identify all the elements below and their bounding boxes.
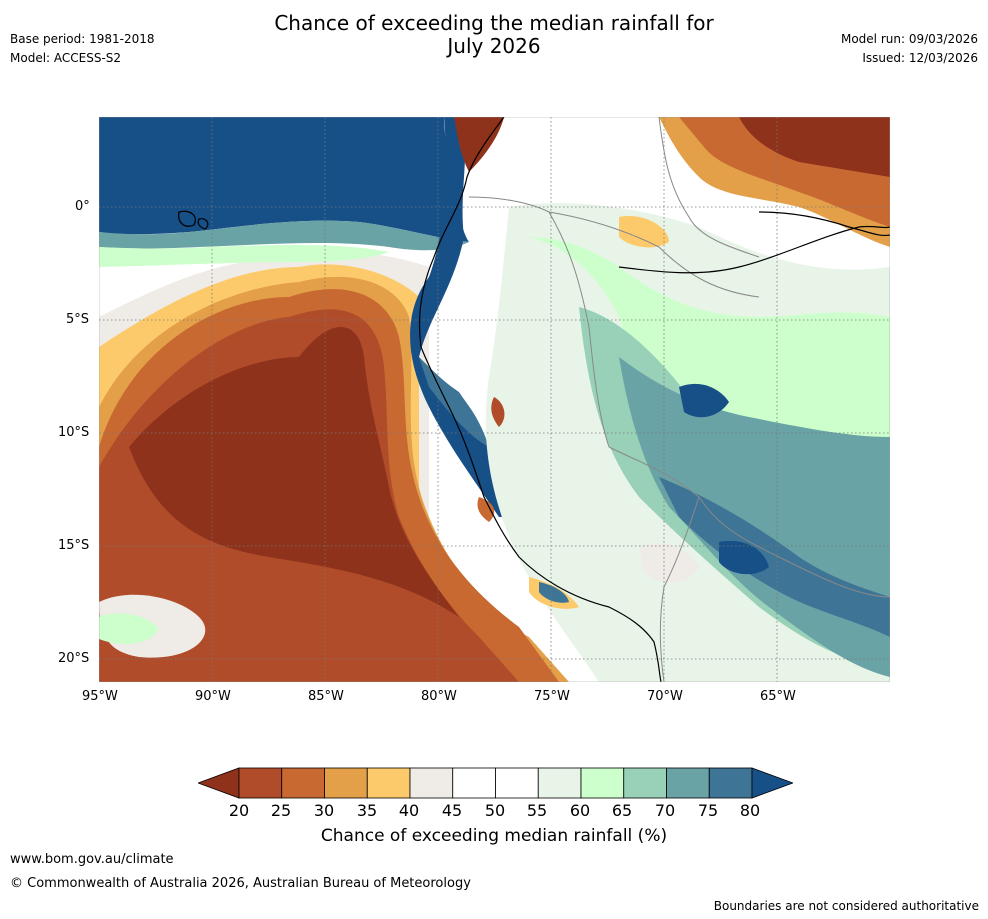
lat-tick-0: 0°: [75, 199, 90, 214]
colorbar-tick: 25: [270, 801, 292, 820]
rainfall-map: [99, 117, 890, 682]
high-chance-zone-nw: [99, 117, 469, 242]
colorbar-extend-high: [751, 767, 793, 799]
colorbar-tick: 50: [484, 801, 506, 820]
colorbar-cells: [198, 767, 793, 799]
colorbar-tick: 60: [569, 801, 591, 820]
darkest-zone-ocean: [129, 327, 459, 617]
colorbar-title: Chance of exceeding median rainfall (%): [320, 826, 668, 846]
colorbar-cell: [409, 767, 454, 799]
lon-tick-90w: 90°W: [195, 689, 231, 704]
model-text: Model: ACCESS-S2: [10, 51, 122, 65]
lon-tick-65w: 65°W: [760, 689, 796, 704]
land-blue-zone: [659, 477, 890, 637]
land-tan-patch: [639, 543, 699, 583]
lat-tick-5s: 5°S: [66, 312, 90, 327]
title-line-2: July 2026: [447, 34, 541, 58]
disclaimer-text: Boundaries are not considered authoritat…: [713, 899, 979, 913]
colorbar-tick: 65: [611, 801, 633, 820]
colorbar-cell: [666, 767, 710, 799]
country-borders: [468, 117, 890, 682]
colorbar-tick: 75: [697, 801, 719, 820]
colorbar-cell: [238, 767, 283, 799]
colorbar-cell: [366, 767, 411, 799]
lat-tick-15s: 15°S: [58, 538, 90, 553]
coastal-blue-patch: [539, 582, 569, 603]
coastal-brown-patch-2: [477, 497, 495, 522]
colorbar-tick: 20: [228, 801, 250, 820]
colorbar-extend-low: [198, 767, 240, 799]
coastline: [178, 117, 890, 682]
colorbar-tick: 35: [356, 801, 378, 820]
coastal-brown-patch-1: [491, 397, 505, 427]
lon-tick-70w: 70°W: [647, 689, 683, 704]
lat-tick-10s: 10°S: [58, 425, 90, 440]
copyright-text: © Commonwealth of Australia 2026, Austra…: [10, 876, 471, 891]
bom-url-link[interactable]: www.bom.gov.au/climate: [10, 852, 174, 867]
colorbar-cell: [537, 767, 582, 799]
colorbar-tick-labels: 20 25 30 35 40 45 50 55 60 65 70 75 80: [0, 801, 988, 823]
colorbar-cell: [708, 767, 753, 799]
colorbar-cell: [495, 767, 539, 799]
low-chance-nw-coast: [454, 117, 504, 172]
coastal-blue-secondary: [419, 357, 489, 447]
colorbar: [198, 767, 793, 799]
colorbar-cell: [580, 767, 625, 799]
lon-tick-95w: 95°W: [82, 689, 118, 704]
lon-tick-75w: 75°W: [534, 689, 570, 704]
lat-tick-20s: 20°S: [58, 651, 90, 666]
colorbar-cell: [281, 767, 325, 799]
title-line-1: Chance of exceeding the median rainfall …: [274, 11, 714, 35]
colorbar-tick: 80: [739, 801, 761, 820]
colorbar-cell: [324, 767, 368, 799]
lon-tick-80w: 80°W: [421, 689, 457, 704]
lon-tick-85w: 85°W: [308, 689, 344, 704]
colorbar-tick: 55: [526, 801, 548, 820]
land-dark-blue-patch-1: [679, 383, 729, 418]
colorbar-tick: 40: [398, 801, 420, 820]
high-chance-coastal-strip: [410, 117, 519, 517]
chart-title: Chance of exceeding the median rainfall …: [0, 12, 988, 58]
teal-band-nw: [99, 220, 469, 251]
colorbar-cell: [452, 767, 496, 799]
green-patch-sw: [99, 613, 159, 645]
base-period-text: Base period: 1981-2018: [10, 32, 155, 46]
colorbar-tick: 45: [441, 801, 463, 820]
colorbar-tick: 70: [654, 801, 676, 820]
model-run-text: Model run: 09/03/2026: [840, 32, 978, 46]
colorbar-cell: [623, 767, 667, 799]
green-band-nw: [99, 244, 389, 267]
land-yellow-patch: [619, 216, 669, 248]
ne-darkest-zone: [739, 117, 890, 177]
land-dark-blue-patch-2: [719, 540, 769, 575]
issued-text: Issued: 12/03/2026: [862, 51, 978, 65]
colorbar-tick: 30: [313, 801, 335, 820]
